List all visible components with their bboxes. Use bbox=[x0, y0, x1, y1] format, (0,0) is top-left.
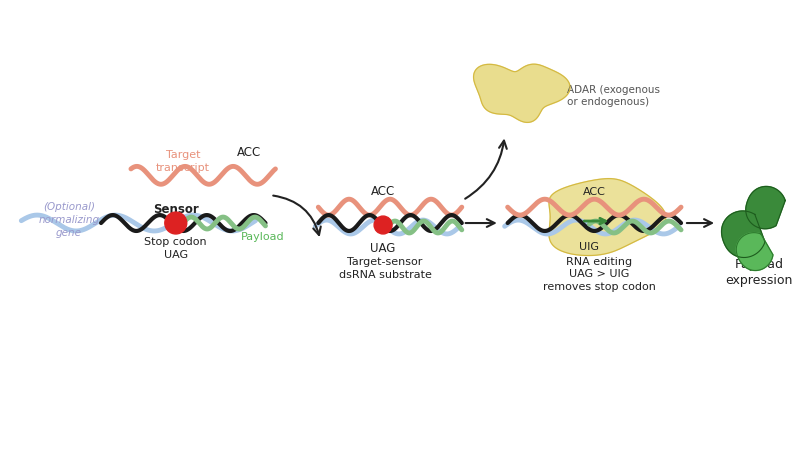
FancyArrowPatch shape bbox=[465, 141, 507, 199]
Polygon shape bbox=[549, 179, 666, 256]
FancyArrowPatch shape bbox=[465, 219, 494, 227]
Circle shape bbox=[165, 212, 187, 234]
Text: ACC: ACC bbox=[237, 146, 261, 158]
Text: UIG: UIG bbox=[579, 242, 600, 252]
Text: (Optional)
normalizing
gene: (Optional) normalizing gene bbox=[39, 202, 99, 238]
Text: Target
transcript: Target transcript bbox=[156, 151, 210, 173]
Text: Stop codon
UAG: Stop codon UAG bbox=[145, 238, 207, 260]
Text: Sensor: Sensor bbox=[153, 203, 199, 216]
Polygon shape bbox=[736, 233, 773, 270]
Circle shape bbox=[374, 216, 392, 234]
Text: RNA editing
UAG > UIG
removes stop codon: RNA editing UAG > UIG removes stop codon bbox=[543, 257, 656, 292]
Text: UAG: UAG bbox=[370, 242, 396, 255]
Polygon shape bbox=[473, 64, 570, 122]
Text: Payload
expression: Payload expression bbox=[725, 258, 793, 287]
FancyArrowPatch shape bbox=[273, 196, 321, 235]
Text: ACC: ACC bbox=[583, 187, 606, 197]
FancyArrowPatch shape bbox=[687, 219, 712, 227]
Text: ADAR (exogenous
or endogenous): ADAR (exogenous or endogenous) bbox=[567, 85, 660, 107]
Polygon shape bbox=[746, 187, 785, 229]
Text: Payload: Payload bbox=[241, 232, 284, 242]
FancyArrowPatch shape bbox=[584, 218, 605, 224]
Polygon shape bbox=[722, 211, 765, 258]
Text: Target-sensor
dsRNA substrate: Target-sensor dsRNA substrate bbox=[339, 257, 431, 280]
Text: ACC: ACC bbox=[371, 185, 395, 198]
